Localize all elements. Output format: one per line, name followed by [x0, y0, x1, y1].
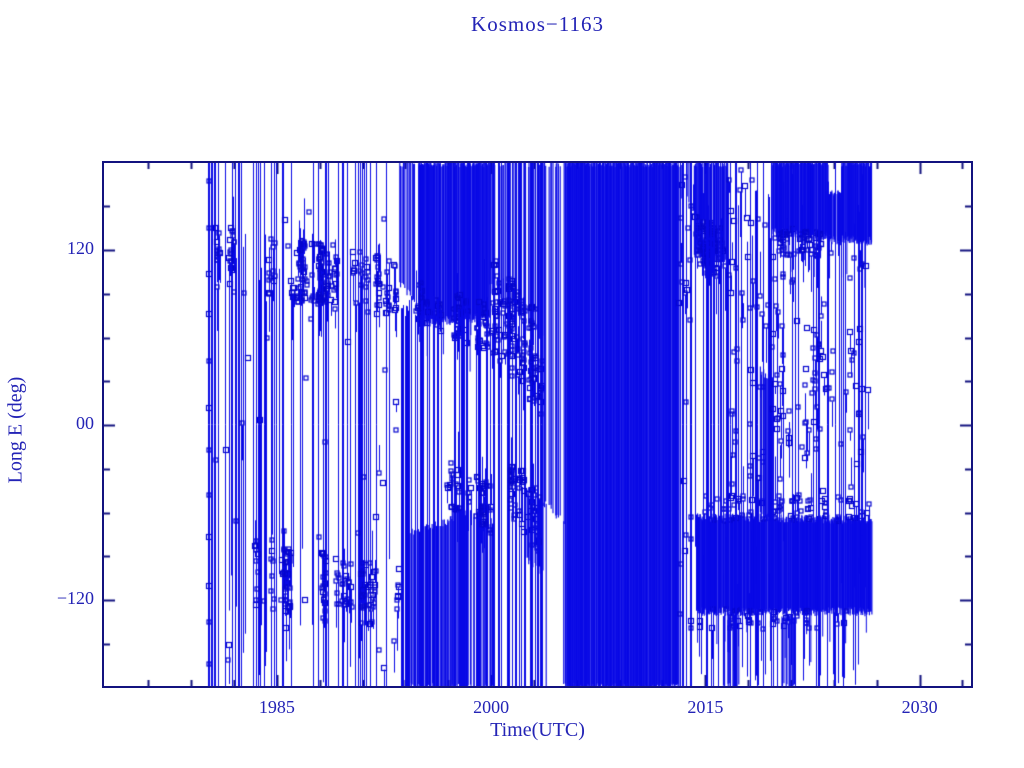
y-tick-label: 120: [67, 238, 94, 259]
y-tick-label: −120: [56, 588, 94, 609]
x-tick-label: 2030: [901, 697, 938, 717]
x-axis-title: Time(UTC): [490, 719, 585, 741]
x-tick-label: 1985: [258, 697, 295, 717]
y-tick-label: 00: [76, 413, 94, 434]
chart-title: Kosmos−1163: [471, 12, 604, 36]
x-tick-label: 2000: [473, 697, 510, 717]
plot-canvas: [104, 163, 971, 686]
x-tick-label: 2015: [687, 697, 724, 717]
y-axis-title: Long E (deg): [4, 376, 27, 484]
plot-frame: [102, 161, 973, 688]
